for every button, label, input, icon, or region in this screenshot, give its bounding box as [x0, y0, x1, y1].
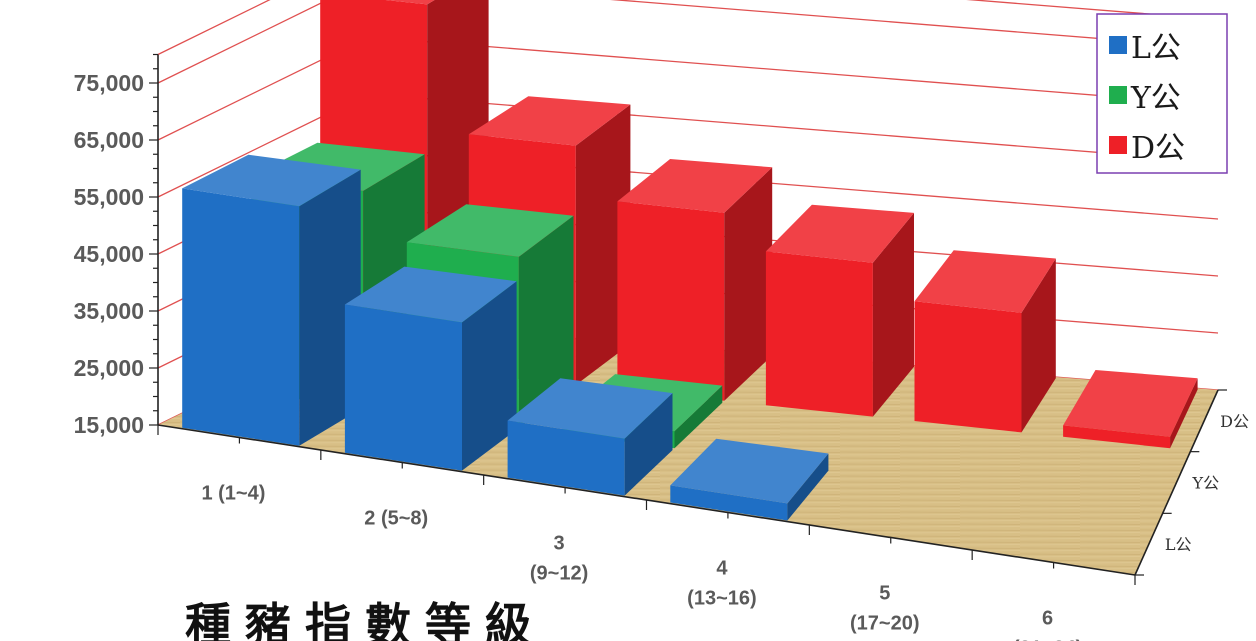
bar-front — [507, 420, 625, 496]
y-tick-label: 25,000 — [74, 355, 144, 381]
bar-top — [344, 266, 517, 323]
bar-side — [724, 167, 773, 401]
x-tick-label: 3 (9~12) — [530, 533, 588, 585]
bar-side — [462, 281, 517, 471]
bar-L公-2 — [344, 266, 517, 471]
legend-label: L公 — [1131, 31, 1181, 66]
legend-label: Y公 — [1130, 81, 1181, 116]
bar-top — [507, 378, 673, 439]
y-tick-label: 75,000 — [74, 70, 144, 96]
bar-side — [787, 453, 829, 521]
bar-side — [1170, 378, 1198, 449]
bar-D公-3 — [617, 159, 773, 401]
bar-top — [468, 96, 631, 146]
bar-front — [670, 485, 788, 521]
bar-side — [575, 104, 631, 385]
x-tick-label: 6(21~24) — [1013, 608, 1083, 641]
bar-top — [670, 438, 829, 504]
depth-label: D公 — [1220, 412, 1249, 431]
bar-side — [674, 385, 723, 449]
bar-D公-6 — [1063, 370, 1198, 449]
gridline — [157, 0, 1219, 84]
bar-L公-3 — [507, 378, 673, 496]
x-tick-label: 1 (1~4) — [201, 483, 265, 505]
x-tick-label: 5 (17~20) — [850, 583, 920, 635]
y-tick-label: 45,000 — [74, 241, 144, 267]
bar-front — [765, 251, 873, 417]
depth-axis-line — [1134, 389, 1219, 576]
bar-front — [914, 301, 1022, 433]
bar-top — [385, 0, 435, 5]
legend-swatch — [1109, 136, 1127, 154]
bar-front — [182, 188, 300, 446]
bar-top — [914, 250, 1056, 313]
bar-front — [344, 304, 462, 471]
bar-top — [406, 204, 574, 257]
gridline — [157, 0, 1219, 56]
bar-L公-1 — [182, 154, 361, 446]
bar-side — [518, 215, 574, 428]
bar-top — [182, 154, 361, 207]
bar-side — [1021, 258, 1056, 433]
x-axis-title: 種豬指數等級 — [185, 598, 545, 641]
legend-swatch — [1109, 86, 1127, 104]
gridline — [157, 36, 1219, 141]
bar-top — [1063, 370, 1198, 437]
bar-side — [624, 393, 673, 496]
x-tick-label: 2 (5~8) — [364, 508, 428, 530]
bar-D公-4 — [765, 204, 914, 417]
bar-D公-5 — [914, 250, 1056, 433]
y-tick-label: 15,000 — [74, 412, 144, 438]
bar-L公-4 — [670, 438, 829, 521]
y-tick-label: 35,000 — [74, 298, 144, 324]
bar-side — [872, 212, 914, 417]
bar-front — [617, 201, 725, 401]
legend: L公 Y公 D公 — [1096, 13, 1228, 174]
y-tick-label: 55,000 — [74, 184, 144, 210]
depth-label: L公 — [1165, 535, 1192, 554]
bar-front — [1063, 425, 1171, 449]
y-tick-label: 65,000 — [74, 127, 144, 153]
bar-top — [765, 204, 914, 263]
legend-label: D公 — [1131, 131, 1185, 166]
x-tick-label: 4 (13~16) — [687, 558, 757, 610]
axes: 15,000 25,000 35,000 45,000 55,000 65,000 75,0… — [74, 53, 1249, 641]
bars — [182, 0, 1198, 521]
legend-swatch — [1109, 36, 1127, 54]
bar-top — [617, 159, 773, 213]
depth-label: Y公 — [1192, 474, 1220, 493]
